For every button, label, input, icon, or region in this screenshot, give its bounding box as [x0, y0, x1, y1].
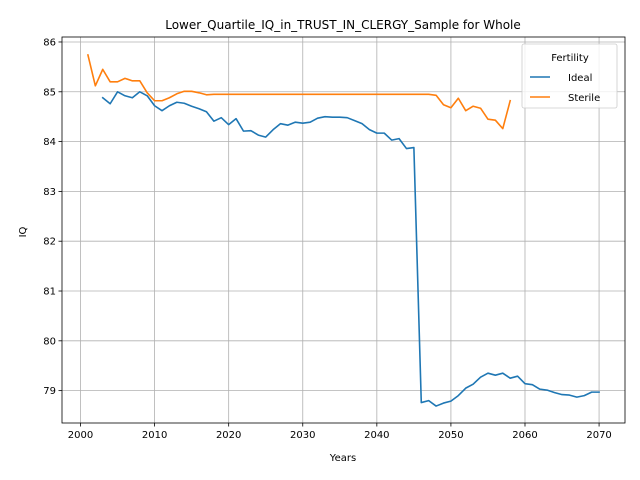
y-tick-label: 83 — [43, 187, 56, 198]
series-line-ideal — [101, 90, 600, 407]
x-tick-label: 2050 — [438, 430, 463, 441]
y-tick-label: 86 — [43, 37, 56, 48]
x-tick-label: 2040 — [364, 430, 389, 441]
y-tick-label: 85 — [43, 87, 56, 98]
chart-title: Lower_Quartile_IQ_in_TRUST_IN_CLERGY_Sam… — [165, 18, 521, 32]
x-tick-label: 2070 — [586, 430, 611, 441]
y-axis-label: IQ — [18, 226, 29, 237]
x-tick-label: 2060 — [512, 430, 537, 441]
grid — [62, 37, 625, 423]
x-tick-label: 2000 — [68, 430, 93, 441]
y-tick-label: 84 — [43, 137, 56, 148]
x-tick-label: 2030 — [290, 430, 315, 441]
legend: Fertility Ideal Sterile — [521, 43, 618, 109]
legend-label-ideal: Ideal — [568, 73, 592, 84]
axis-ticks: 2000 2010 2020 2030 2040 2050 2060 2070 79 80 81 82… — [43, 37, 612, 441]
y-tick-label: 82 — [43, 237, 56, 248]
y-tick-label: 80 — [43, 336, 56, 347]
y-tick-label: 81 — [43, 287, 56, 298]
plot-area — [61, 36, 626, 424]
x-tick-label: 2020 — [216, 430, 241, 441]
x-axis-label: Years — [329, 453, 356, 464]
y-tick-label: 79 — [43, 386, 56, 397]
legend-label-sterile: Sterile — [568, 93, 600, 104]
legend-title: Fertility — [551, 53, 589, 64]
x-tick-label: 2010 — [142, 430, 167, 441]
series-lines — [86, 53, 600, 407]
legend-box — [521, 43, 618, 109]
series-line-sterile — [86, 53, 512, 130]
